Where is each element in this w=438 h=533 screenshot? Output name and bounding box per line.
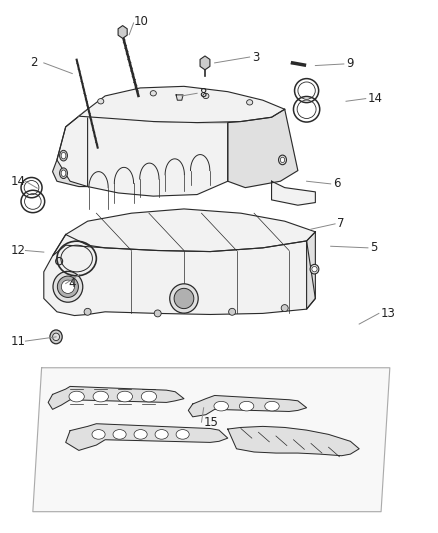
Ellipse shape <box>279 155 286 165</box>
Ellipse shape <box>174 288 194 309</box>
Ellipse shape <box>61 170 66 176</box>
Text: 12: 12 <box>11 244 26 257</box>
Polygon shape <box>228 426 359 456</box>
Ellipse shape <box>53 271 83 302</box>
Text: 15: 15 <box>204 416 219 429</box>
Text: 10: 10 <box>134 15 148 28</box>
Ellipse shape <box>239 401 254 411</box>
Polygon shape <box>53 109 88 187</box>
Ellipse shape <box>60 150 67 161</box>
Ellipse shape <box>61 280 74 294</box>
Ellipse shape <box>170 284 198 313</box>
Text: 3: 3 <box>252 51 259 63</box>
Polygon shape <box>188 395 307 417</box>
Polygon shape <box>53 209 315 256</box>
Text: 13: 13 <box>381 307 396 320</box>
Ellipse shape <box>69 391 84 402</box>
Ellipse shape <box>50 330 62 344</box>
Ellipse shape <box>155 430 168 439</box>
Polygon shape <box>44 235 315 316</box>
Ellipse shape <box>229 308 236 315</box>
Text: 4: 4 <box>68 277 75 290</box>
Ellipse shape <box>214 401 229 411</box>
Text: 7: 7 <box>337 217 345 230</box>
Ellipse shape <box>117 391 132 402</box>
Text: 5: 5 <box>370 241 378 254</box>
Ellipse shape <box>93 391 109 402</box>
Polygon shape <box>176 95 183 100</box>
Ellipse shape <box>281 305 288 311</box>
Ellipse shape <box>53 333 60 341</box>
Ellipse shape <box>60 168 67 179</box>
Text: 6: 6 <box>333 177 340 190</box>
Polygon shape <box>307 232 315 309</box>
Ellipse shape <box>203 93 209 99</box>
Ellipse shape <box>84 308 91 315</box>
Ellipse shape <box>312 266 317 272</box>
Text: 8: 8 <box>199 87 207 100</box>
Ellipse shape <box>92 430 105 439</box>
Polygon shape <box>48 386 184 409</box>
Ellipse shape <box>98 99 104 104</box>
Ellipse shape <box>56 257 63 265</box>
Text: 2: 2 <box>30 56 37 69</box>
Ellipse shape <box>113 430 126 439</box>
Polygon shape <box>66 424 228 450</box>
Ellipse shape <box>141 391 156 402</box>
Text: 9: 9 <box>346 58 353 70</box>
Ellipse shape <box>57 276 78 297</box>
Text: 11: 11 <box>11 335 26 348</box>
Polygon shape <box>272 181 315 205</box>
Ellipse shape <box>61 152 66 159</box>
Text: 14: 14 <box>11 175 26 188</box>
Ellipse shape <box>247 100 253 105</box>
Ellipse shape <box>176 430 189 439</box>
Ellipse shape <box>280 157 285 163</box>
Text: 14: 14 <box>368 92 383 105</box>
Polygon shape <box>228 109 298 188</box>
Ellipse shape <box>154 310 161 317</box>
Polygon shape <box>79 86 285 123</box>
Ellipse shape <box>265 401 279 411</box>
Ellipse shape <box>150 91 156 96</box>
Polygon shape <box>33 368 390 512</box>
Ellipse shape <box>310 264 319 274</box>
Polygon shape <box>57 109 228 196</box>
Ellipse shape <box>134 430 147 439</box>
